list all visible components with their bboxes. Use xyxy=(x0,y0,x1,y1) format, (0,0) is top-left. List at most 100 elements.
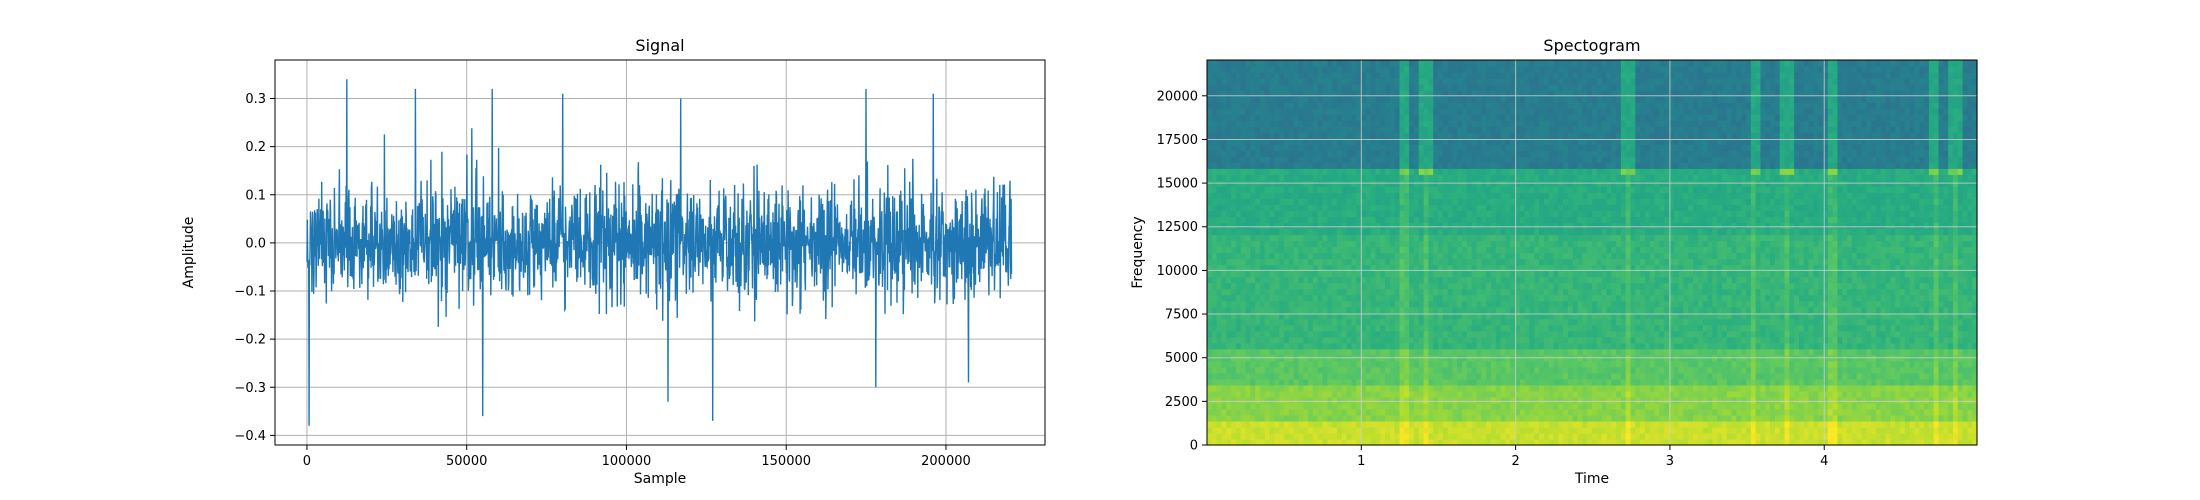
spectrogram-cell xyxy=(1284,408,1290,416)
spectrogram-cell xyxy=(1399,390,1405,398)
spectrogram-cell xyxy=(1418,312,1425,320)
spectrogram-cell xyxy=(1346,426,1352,434)
spectrogram-cell xyxy=(1231,372,1237,380)
spectrogram-cell xyxy=(1678,414,1685,422)
spectrogram-cell xyxy=(1288,300,1295,308)
spectrogram-cell xyxy=(1539,438,1545,446)
spectrogram-cell xyxy=(1895,258,1901,266)
spectrogram-cell xyxy=(1957,270,1964,278)
spectrogram-cell xyxy=(1490,312,1497,320)
spectrogram-cell xyxy=(1466,384,1473,392)
spectrogram-cell xyxy=(1399,342,1405,350)
spectrogram-cell xyxy=(1476,438,1482,446)
spectrogram-cell xyxy=(1606,318,1612,326)
spectrogram-cell xyxy=(1255,432,1261,440)
spectrogram-cell xyxy=(1255,282,1261,290)
spectrogram-cell xyxy=(1221,342,1227,350)
spectrogram-cell xyxy=(1529,402,1535,410)
spectrogram-cell xyxy=(1293,300,1300,308)
spectrogram-cell xyxy=(1847,330,1853,338)
spectrogram-cell xyxy=(1235,306,1242,314)
spectrogram-cell xyxy=(1741,390,1747,398)
spectrogram-cell xyxy=(1875,384,1882,392)
spectrogram-cell xyxy=(1827,300,1834,308)
spectrogram-cell xyxy=(1659,282,1665,290)
spectrogram-cell xyxy=(1288,348,1295,356)
spectrogram-cell xyxy=(1433,414,1439,422)
spectrogram-cell xyxy=(1779,294,1786,302)
spectrogram-cell xyxy=(1659,438,1665,446)
spectrogram-cell xyxy=(1519,264,1526,272)
spectrogram-cell xyxy=(1784,438,1790,446)
spectrogram-cell xyxy=(1404,312,1410,320)
spectrogram-cell xyxy=(1601,360,1608,368)
spectrogram-cell xyxy=(1919,270,1925,278)
spectrogram-cell xyxy=(1904,312,1911,320)
spectrogram-cell xyxy=(1746,336,1752,344)
spectrogram-cell xyxy=(1298,348,1304,356)
spectrogram-cell xyxy=(1640,324,1646,332)
spectrogram-cell xyxy=(1770,342,1776,350)
spectrogram-cell xyxy=(1587,306,1593,314)
spectrogram-cell xyxy=(1952,348,1959,356)
spectrogram-cell xyxy=(1543,300,1550,308)
spectrogram-cell xyxy=(1207,306,1213,314)
spectrogram-cell xyxy=(1654,282,1660,290)
spectrogram-cell xyxy=(1394,312,1401,320)
spectrogram-cell xyxy=(1928,324,1935,332)
spectrogram-cell xyxy=(1630,276,1636,284)
spectrogram-cell xyxy=(1837,330,1843,338)
spectrogram-cell xyxy=(1457,300,1463,308)
spectrogram-cell xyxy=(1303,276,1309,284)
spectrogram-cell xyxy=(1900,330,1906,338)
spectrogram-cell xyxy=(1264,390,1271,398)
spectrogram-cell xyxy=(1697,276,1704,284)
spectrogram-cell xyxy=(1900,312,1906,320)
spectrogram-cell xyxy=(1486,270,1492,278)
spectrogram-cell xyxy=(1293,438,1300,446)
spectrogram-cell xyxy=(1370,270,1377,278)
spectrogram-cell xyxy=(1900,282,1906,290)
spectrogram-cell xyxy=(1779,402,1786,410)
spectrogram-cell xyxy=(1404,366,1410,374)
spectrogram-cell xyxy=(1948,336,1954,344)
spectrogram-cell xyxy=(1231,408,1237,416)
spectrogram-cell xyxy=(1312,312,1319,320)
spectrogram-cell xyxy=(1438,318,1444,326)
spectrogram-cell xyxy=(1226,420,1232,428)
spectrogram-cell xyxy=(1938,420,1944,428)
spectrogram-cell xyxy=(1596,324,1603,332)
spectrogram-cell xyxy=(1726,276,1733,284)
spectrogram-cell xyxy=(1303,384,1309,392)
spectrogram-cell xyxy=(1563,282,1569,290)
spectrogram-cell xyxy=(1731,396,1737,404)
spectrogram-cell xyxy=(1654,342,1660,350)
spectrogram-cell xyxy=(1341,318,1348,326)
spectrogram-cell xyxy=(1255,372,1261,380)
spectrogram-cell xyxy=(1312,318,1319,326)
spectrogram-cell xyxy=(1630,258,1636,266)
spectrogram-cell xyxy=(1895,384,1901,392)
spectrogram-cell xyxy=(1746,384,1752,392)
spectrogram-cell xyxy=(1630,420,1636,428)
spectrogram-cell xyxy=(1736,366,1742,374)
spectrogram-cell xyxy=(1495,258,1502,266)
spectrogram-cell xyxy=(1717,426,1723,434)
spectrogram-cell xyxy=(1933,282,1940,290)
spectrogram-cell xyxy=(1524,300,1531,308)
spectrogram-cell xyxy=(1567,336,1574,344)
spectrogram-cell xyxy=(1298,264,1304,272)
spectrogram-cell xyxy=(1423,384,1429,392)
spectrogram-cell xyxy=(1577,300,1583,308)
spectrogram-cell xyxy=(1875,312,1882,320)
spectrogram-cell xyxy=(1327,360,1333,368)
spectrogram-cell xyxy=(1471,342,1478,350)
spectrogram-cell xyxy=(1226,294,1232,302)
spectrogram-cell xyxy=(1336,324,1343,332)
spectrogram-cell xyxy=(1211,438,1218,446)
spectrogram-cell xyxy=(1697,300,1704,308)
spectrogram-cell xyxy=(1813,402,1819,410)
spectrogram-cell xyxy=(1750,288,1757,296)
spectrogram-cell xyxy=(1760,402,1766,410)
spectrogram-cell xyxy=(1572,318,1579,326)
